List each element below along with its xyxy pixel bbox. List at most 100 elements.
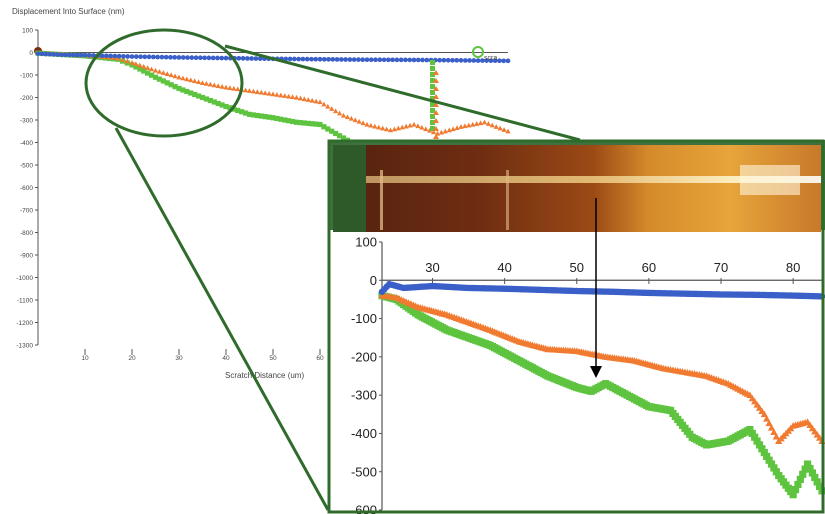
inset-frame [327,139,825,514]
inset-chart-y-tick-label: -100 [351,311,377,326]
main-chart-point [305,120,311,126]
inset-chart-y-tick-label: -400 [351,426,377,441]
main-chart-point [505,58,511,64]
main-chart-point [289,118,296,125]
main-chart-point [466,122,472,128]
main-chart-point [376,124,382,130]
main-chart-point [343,57,348,62]
main-chart-point [395,125,401,131]
main-chart-point [347,57,353,62]
main-chart-point [420,57,425,63]
main-chart-point [63,52,68,58]
main-chart-point [340,135,347,141]
inset-chart-point [772,433,780,440]
main-chart-point [387,127,394,133]
main-chart-point [227,85,233,91]
main-chart-axes: 1000-100-200-300-400-500-600-700-800-900… [16,27,508,362]
main-chart-point [245,56,250,61]
main-chart-point [99,53,105,59]
main-chart-point [458,58,464,63]
main-chart-point [270,115,276,121]
inset-chart-series [378,280,825,499]
main-chart-point [430,126,435,131]
main-chart-point [286,118,292,124]
main-chart-point [137,66,143,72]
inset-chart-point [801,465,809,473]
inset-chart-point [758,445,766,453]
main-chart-point [104,53,109,59]
main-chart-point [488,58,494,64]
main-chart-point [172,84,178,90]
main-chart-point [235,86,241,92]
micrograph-dark-edge [333,145,366,232]
main-chart-point [138,54,143,60]
main-chart-point [336,133,343,139]
inset-chart-x-tick-label: 80 [786,260,800,275]
inset-chart-point [806,464,814,473]
main-chart-point [124,58,130,64]
main-chart-point [377,57,383,63]
main-chart-point [192,91,198,98]
micrograph-marker-1 [380,170,383,230]
main-chart-point [108,53,113,59]
main-chart-y-tick-label: -700 [20,207,33,214]
inset-chart-point [765,456,773,464]
main-chart-point [112,53,118,59]
main-chart-point [339,57,344,62]
main-chart-xlabel: Scratch Distance (um) [225,371,304,380]
main-chart-point [70,52,76,58]
main-chart-point [403,57,408,63]
inset-chart-x-tick-label: 40 [497,260,511,275]
main-chart-annotation: scra [484,55,497,62]
main-chart-point [497,58,502,64]
main-chart-point [433,86,439,91]
main-chart-point [427,127,433,133]
main-chart-point [242,110,249,116]
inset-chart-point [755,441,764,449]
main-chart-point [156,69,163,74]
main-chart-series-1 [35,50,511,136]
main-chart-point [223,84,229,90]
main-chart-point [364,57,370,63]
main-chart-point [309,97,315,103]
main-chart-point [480,58,485,63]
main-chart-point [151,54,156,60]
main-chart-point [133,64,139,70]
inset-chart-point [803,460,812,468]
main-chart-point [59,52,64,58]
main-chart-point [329,128,335,134]
main-chart-y-tick-label: -1200 [16,320,33,327]
main-chart-point [254,89,260,94]
main-chart-x-tick-label: 60 [316,355,324,362]
main-chart-point [254,112,260,119]
main-chart-point [340,112,347,118]
inset-chart-point [767,460,776,468]
main-chart-point [399,124,405,130]
micrograph-bright-patch [740,165,800,195]
main-chart-point [219,84,225,89]
main-chart-point [66,52,72,58]
main-chart-y-tick-label: -300 [20,117,33,124]
main-chart-point [240,56,246,61]
main-chart-point [313,98,319,104]
main-chart-point [309,56,314,62]
main-chart-point [501,58,507,64]
main-chart-y-tick-label: -400 [20,140,33,147]
main-chart-point [454,125,460,130]
main-chart-point [351,57,357,62]
main-chart-point [185,55,190,60]
main-chart-point [391,126,398,132]
main-chart-point [373,57,378,63]
main-chart-point [492,58,498,64]
main-chart-point [321,56,327,62]
main-chart-point [146,54,152,60]
main-chart-x-tick-label: 20 [128,355,136,362]
main-chart-point [206,55,212,61]
main-chart-x-tick-label: 50 [269,355,277,362]
main-chart-point [258,89,264,95]
main-chart-point [415,123,421,129]
main-chart-point [193,55,199,61]
main-chart-point [278,116,284,122]
inset-chart-series-0 [378,280,825,300]
main-chart-point [293,94,300,100]
